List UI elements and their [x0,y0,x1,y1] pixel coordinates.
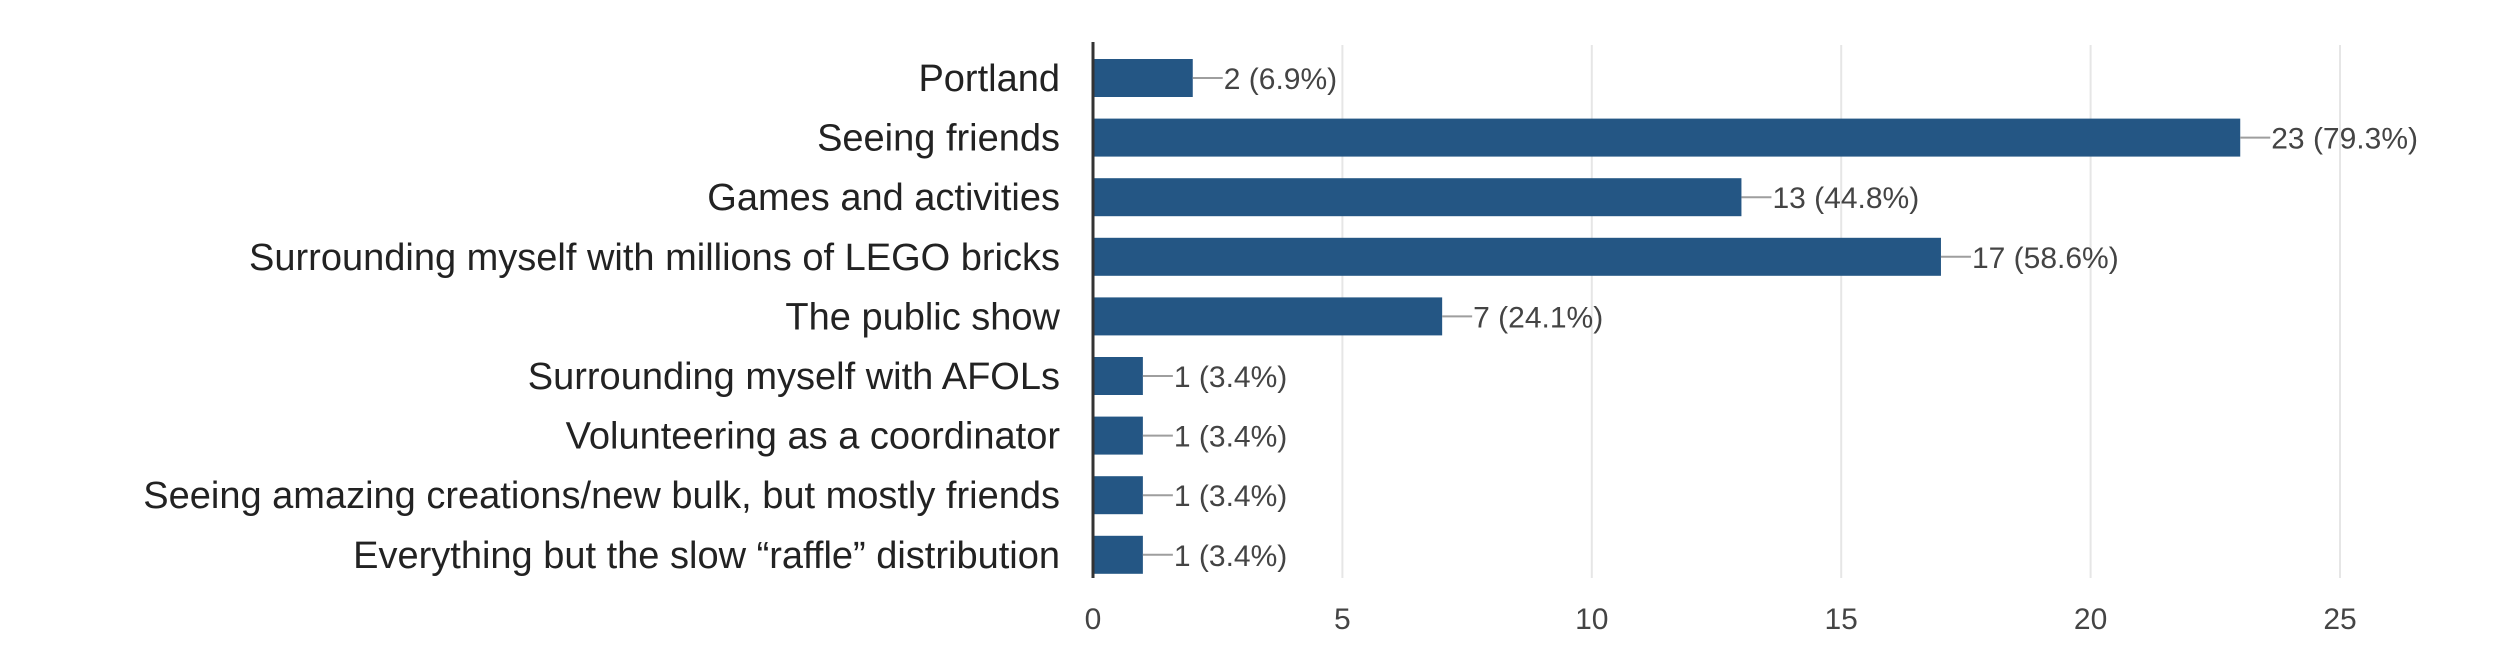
x-tick-label-3: 15 [1825,603,1858,636]
data-label-5: 1 (3.4%) [1174,361,1287,394]
bar-6 [1093,416,1143,455]
data-label-0: 2 (6.9%) [1224,63,1337,96]
data-label-1: 23 (79.3%) [2271,123,2418,156]
x-tick-label-4: 20 [2074,603,2107,636]
data-label-2: 13 (44.8%) [1772,182,1919,215]
category-label-6: Volunteering as a coordinator [566,416,1061,458]
bar-2 [1093,178,1742,217]
bar-0 [1093,59,1193,97]
data-label-6: 1 (3.4%) [1174,421,1287,454]
category-label-8: Everything but the slow “raffle” distrib… [353,535,1060,577]
x-tick-label-2: 10 [1575,603,1608,636]
category-label-2: Games and activities [707,177,1060,219]
bar-8 [1093,535,1143,574]
data-label-7: 1 (3.4%) [1174,480,1287,513]
data-label-3: 17 (58.6%) [1972,242,2119,275]
bar-1 [1093,118,2241,157]
bar-3 [1093,237,1941,276]
category-label-7: Seeing amazing creations/new bulk, but m… [143,475,1060,517]
category-label-1: Seeing friends [817,118,1060,160]
category-label-3: Surrounding myself with millions of LEGO… [249,237,1060,279]
x-tick-label-0: 0 [1085,603,1102,636]
data-label-4: 7 (24.1%) [1473,301,1603,334]
bar-7 [1093,476,1143,515]
data-label-8: 1 (3.4%) [1174,540,1287,573]
bar-4 [1093,297,1443,336]
category-label-0: Portland [918,58,1060,100]
category-label-4: The public show [785,296,1060,338]
category-label-5: Surrounding myself with AFOLs [528,356,1060,398]
x-tick-label-1: 5 [1334,603,1351,636]
x-tick-label-5: 25 [2323,603,2356,636]
bar-5 [1093,357,1143,395]
